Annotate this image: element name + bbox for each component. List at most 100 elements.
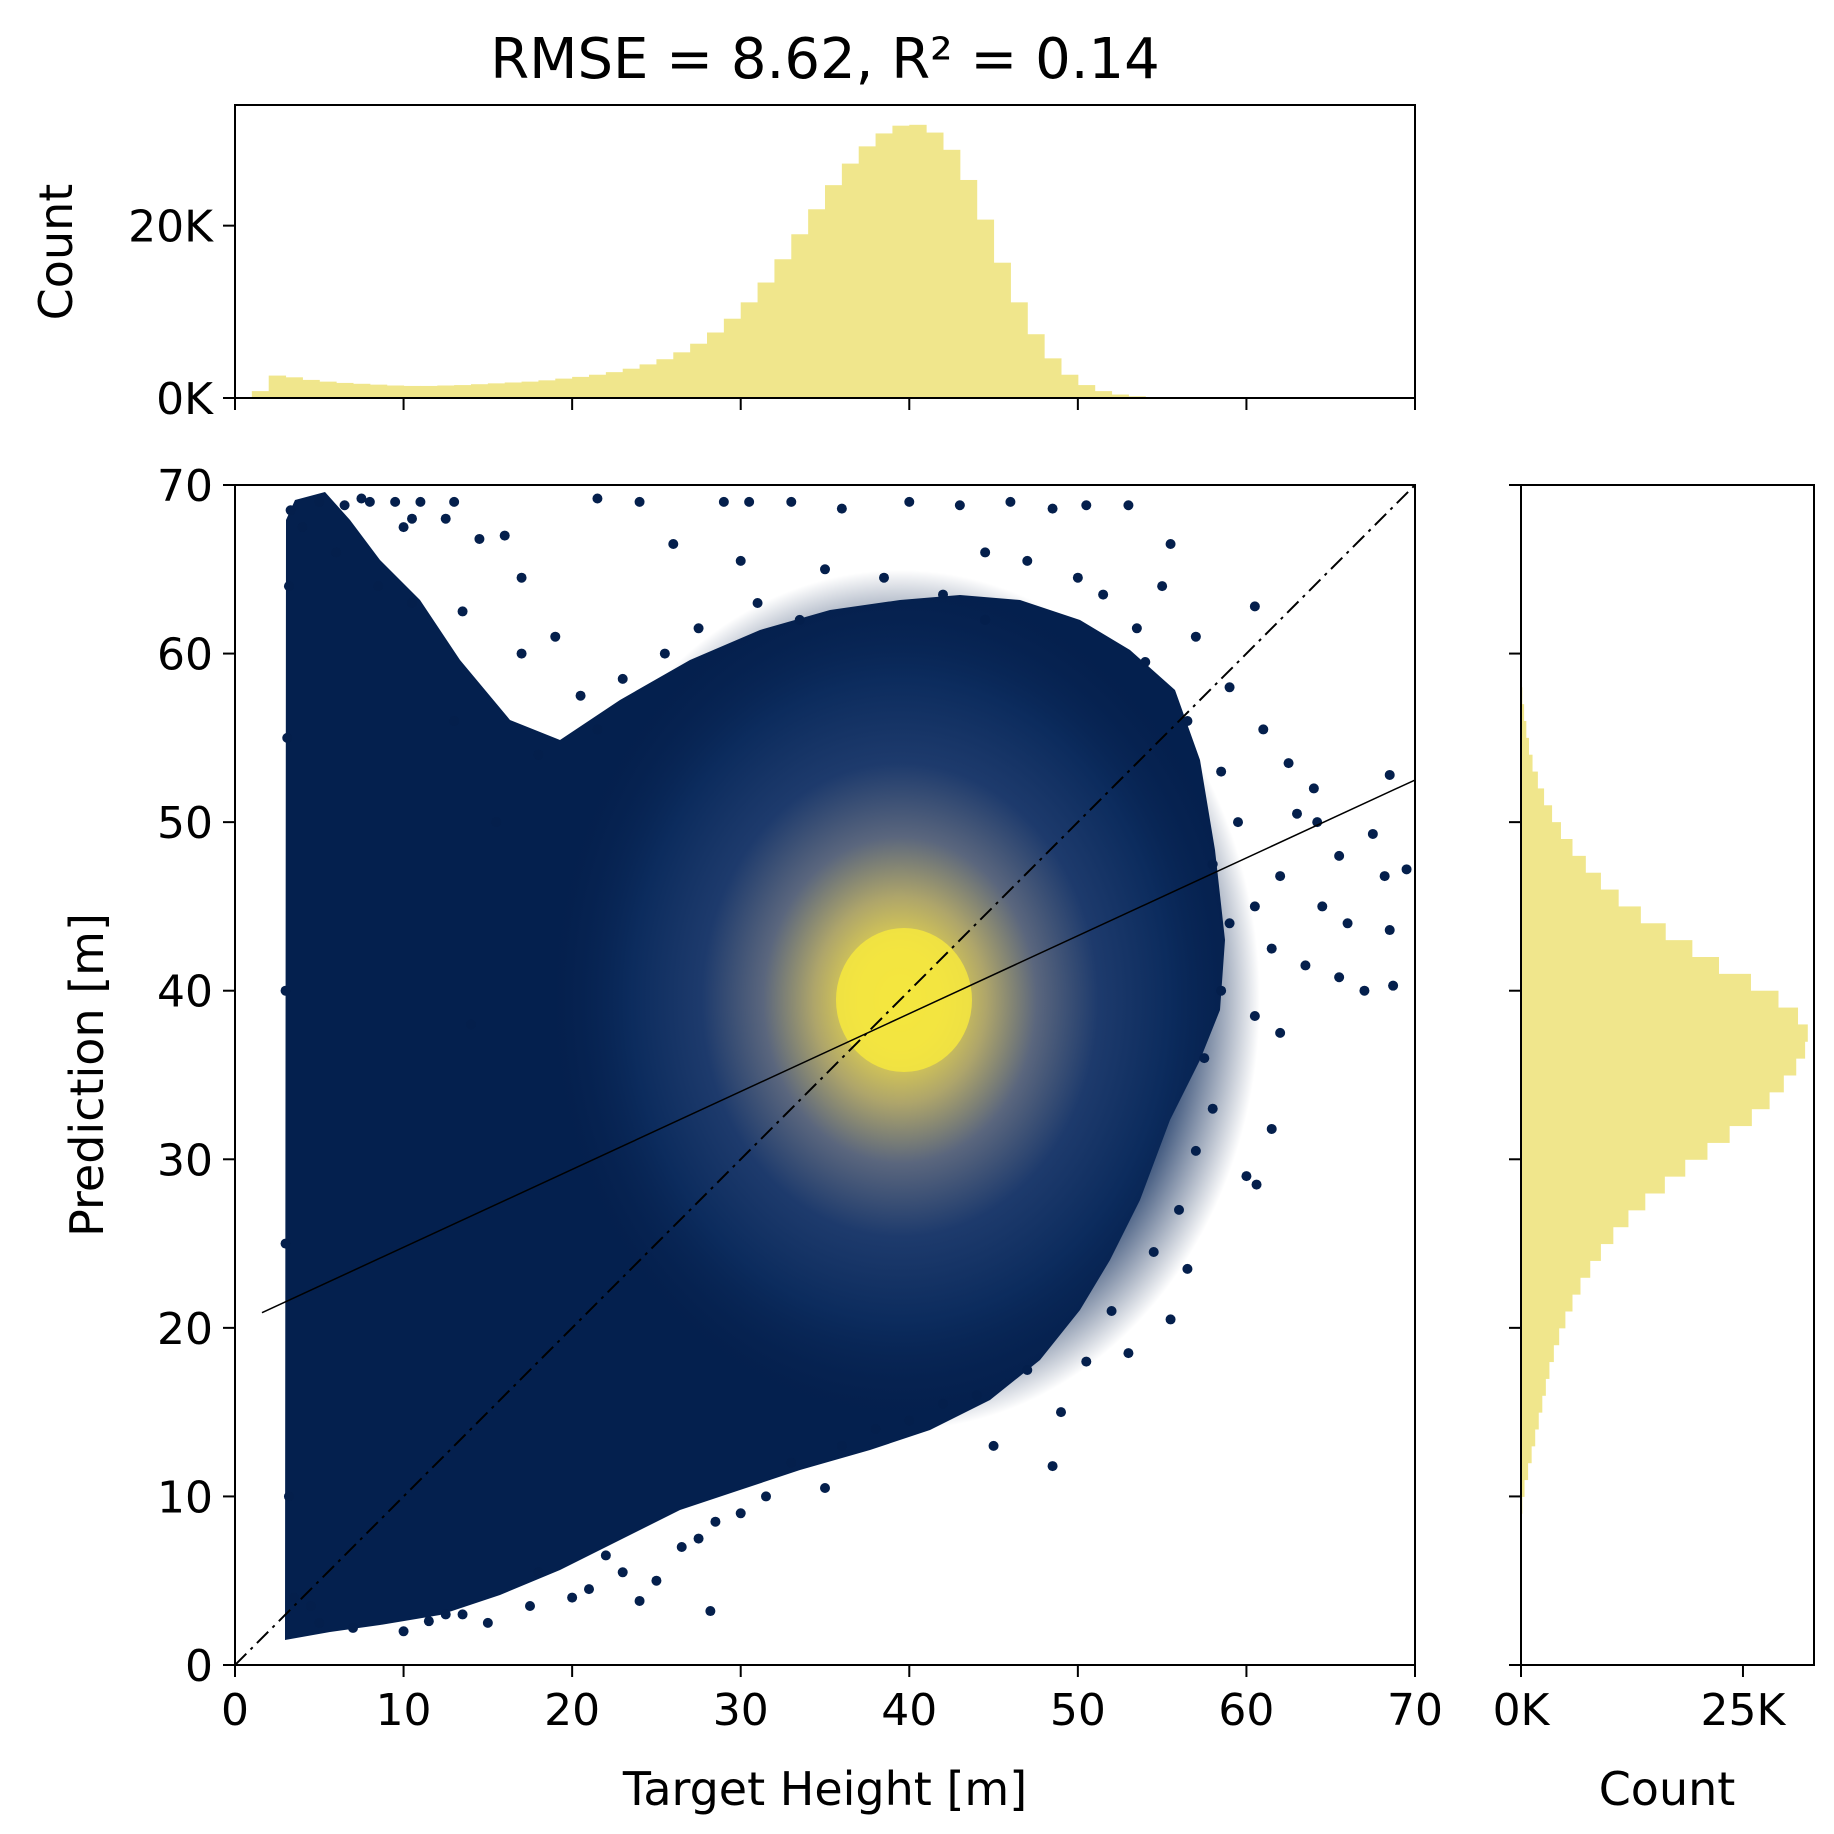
y-tick-label: 0 bbox=[185, 1641, 213, 1692]
scatter-point bbox=[1388, 980, 1399, 991]
scatter-point bbox=[1081, 1356, 1092, 1367]
scatter-point bbox=[1258, 724, 1269, 735]
scatter-point bbox=[282, 732, 293, 743]
right-histogram-bar bbox=[1521, 1243, 1601, 1261]
scatter-point bbox=[297, 522, 308, 533]
right-histogram-bar bbox=[1521, 1075, 1784, 1093]
scatter-point bbox=[1022, 1365, 1033, 1375]
scatter-point bbox=[280, 1238, 291, 1249]
scatter-point bbox=[786, 1457, 797, 1468]
scatter-point bbox=[705, 1606, 716, 1617]
scatter-point bbox=[836, 503, 847, 514]
scatter-point bbox=[283, 581, 294, 592]
top-histogram-bar bbox=[555, 378, 573, 398]
scatter-point bbox=[1401, 864, 1412, 875]
scatter-point bbox=[1384, 925, 1395, 936]
top-y-tick-label: 0K bbox=[156, 374, 214, 425]
right-histogram-bar bbox=[1521, 1125, 1730, 1143]
top-histogram-bar bbox=[369, 384, 388, 398]
right-histogram-bar bbox=[1521, 1294, 1573, 1312]
right-histogram-bar bbox=[1521, 1412, 1539, 1430]
top-histogram-bar bbox=[723, 318, 742, 398]
right-histogram-bar bbox=[1521, 990, 1779, 1009]
top-histogram-bar bbox=[740, 302, 759, 398]
scatter-point bbox=[1249, 1011, 1260, 1021]
scatter-point bbox=[904, 496, 915, 507]
scatter-point bbox=[980, 614, 991, 625]
right-histogram-bar bbox=[1521, 1176, 1665, 1194]
scatter-point bbox=[314, 1617, 325, 1628]
top-histogram-bar bbox=[521, 381, 539, 398]
scatter-point bbox=[761, 1491, 771, 1502]
right-histogram-frame bbox=[1520, 484, 1815, 1666]
x-tick-label: 30 bbox=[713, 1685, 769, 1736]
top-histogram-bar bbox=[605, 372, 624, 398]
x-tick-label: 0 bbox=[221, 1685, 249, 1736]
right-histogram-bar bbox=[1521, 1041, 1806, 1059]
scatter-point bbox=[1005, 496, 1016, 507]
top-histogram-bar bbox=[251, 391, 270, 398]
scatter-point bbox=[659, 648, 670, 659]
scatter-point bbox=[364, 496, 375, 507]
main-scatter-ticks: 0 10 20 30 40 50 60 70 0 10 20 30 40 50 60 70 bbox=[157, 461, 1443, 1736]
top-histogram-bar bbox=[336, 382, 354, 398]
right-histogram-bar bbox=[1521, 872, 1601, 891]
top-histogram-bar bbox=[791, 234, 809, 398]
scatter-point bbox=[457, 606, 468, 617]
right-histogram: 0K 25K Count bbox=[1493, 484, 1815, 1816]
scatter-point bbox=[718, 496, 729, 507]
scatter-point bbox=[980, 547, 991, 558]
right-histogram-bar bbox=[1521, 1209, 1629, 1228]
top-histogram-bar bbox=[808, 209, 826, 398]
scatter-point bbox=[710, 1516, 721, 1527]
scatter-point bbox=[285, 505, 296, 516]
top-histogram-bar bbox=[538, 380, 556, 398]
scatter-point bbox=[1224, 682, 1235, 693]
scatter-point bbox=[1072, 572, 1083, 583]
right-histogram-bar bbox=[1521, 855, 1586, 874]
scatter-outlier-points bbox=[280, 493, 1412, 1637]
top-histogram-bar bbox=[774, 259, 792, 398]
scatter-point bbox=[440, 1609, 451, 1620]
scatter-point bbox=[1359, 985, 1370, 996]
top-histogram-bar bbox=[319, 381, 337, 398]
scatter-point bbox=[592, 724, 603, 735]
scatter-point bbox=[1241, 1171, 1252, 1182]
scatter-point bbox=[449, 716, 460, 726]
scatter-point bbox=[1199, 1053, 1210, 1064]
main-xlabel: Target Height [m] bbox=[622, 1762, 1027, 1816]
right-histogram-bar bbox=[1521, 1462, 1529, 1481]
top-histogram-bar bbox=[1061, 374, 1079, 398]
right-histogram-bar bbox=[1521, 957, 1719, 975]
top-histogram-bar bbox=[892, 125, 910, 399]
scatter-point bbox=[820, 1483, 830, 1493]
scatter-point bbox=[651, 1575, 662, 1586]
top-histogram-bar bbox=[841, 163, 860, 398]
scatter-point bbox=[283, 1491, 294, 1502]
scatter-point bbox=[1165, 1314, 1176, 1325]
right-histogram-bar bbox=[1521, 906, 1641, 924]
scatter-point bbox=[938, 589, 948, 600]
scatter-point bbox=[1157, 581, 1168, 592]
scatter-point bbox=[348, 1622, 358, 1633]
scatter-point bbox=[289, 1592, 299, 1603]
right-histogram-bar bbox=[1521, 889, 1619, 907]
top-histogram-bar bbox=[993, 262, 1011, 398]
right-histogram-bar bbox=[1521, 1159, 1686, 1177]
right-histogram-bar bbox=[1521, 1193, 1646, 1211]
right-histogram-bar bbox=[1521, 1277, 1581, 1295]
scatter-point bbox=[1123, 1348, 1134, 1359]
top-histogram-bar bbox=[959, 179, 978, 398]
scatter-density-peak bbox=[836, 928, 972, 1072]
right-histogram-ticks: 0K 25K bbox=[1493, 484, 1787, 1736]
main-scatter-frame bbox=[234, 484, 1416, 1666]
top-histogram-bar bbox=[454, 385, 472, 398]
scatter-point bbox=[466, 1019, 476, 1030]
scatter-point bbox=[398, 1626, 409, 1637]
scatter-point bbox=[407, 598, 417, 608]
right-histogram-bars bbox=[1521, 687, 1808, 1531]
right-histogram-bar bbox=[1521, 1344, 1554, 1363]
scatter-point bbox=[1334, 850, 1345, 861]
scatter-point bbox=[1384, 769, 1395, 780]
right-histogram-bar bbox=[1521, 1108, 1752, 1127]
